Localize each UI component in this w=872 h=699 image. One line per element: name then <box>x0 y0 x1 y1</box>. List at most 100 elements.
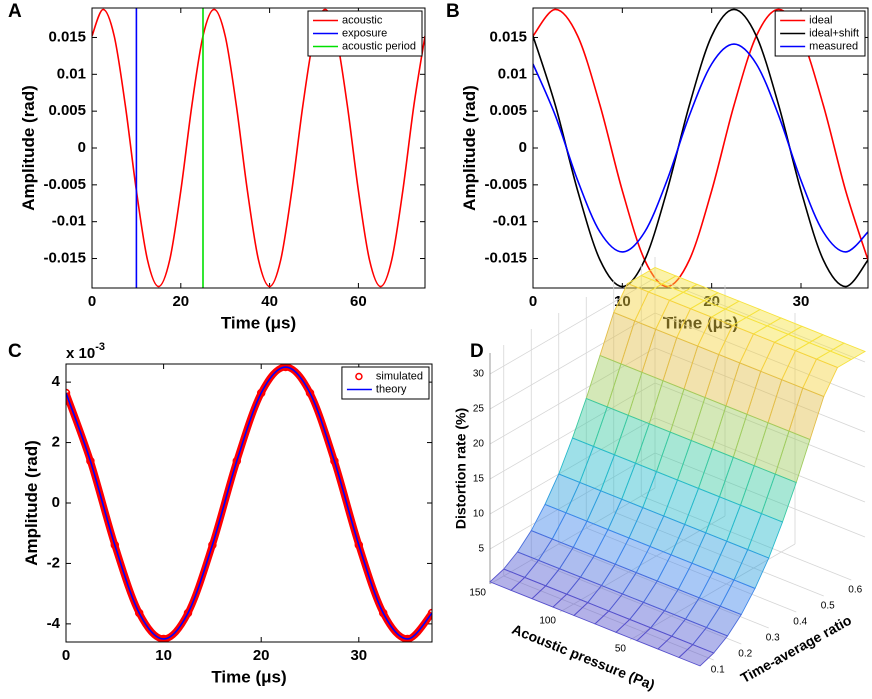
series-layer <box>533 8 868 288</box>
panel-3: 510152025300.10.20.30.40.50.650100150Dis… <box>453 257 867 693</box>
x-axis-label: Time (μs) <box>211 667 286 686</box>
y-tick-label: 0.01 <box>498 65 527 82</box>
z-grid-line <box>489 417 656 515</box>
z-grid-line <box>489 382 656 480</box>
x-tick-label: 10 <box>155 647 172 664</box>
z-grid-line <box>489 312 656 410</box>
legend-marker <box>355 372 363 381</box>
y-grid-line <box>559 515 726 613</box>
x-tick-label: 0 <box>88 293 96 310</box>
x-tick-label: 10 <box>614 293 631 310</box>
x-grid-line <box>586 527 797 613</box>
legend-label: acoustic <box>342 14 383 26</box>
panel-label: A <box>8 1 22 22</box>
multiplier-base: x 10 <box>66 345 95 362</box>
y-multiplier: x 10-3 <box>66 341 105 362</box>
y-tick-label: 0.01 <box>57 65 86 82</box>
z-tick-label: 20 <box>473 439 485 450</box>
z-grid-line <box>654 452 866 538</box>
y-tick-label: 0.005 <box>489 102 527 119</box>
y-axis-label: Amplitude (rad) <box>22 440 41 566</box>
x-tick-label: 0.3 <box>766 633 780 644</box>
z-grid-line <box>654 347 866 433</box>
x-grid-line <box>558 543 769 629</box>
series-line <box>66 366 432 640</box>
y-tick-label: 0.015 <box>489 28 527 45</box>
z-grid-line <box>489 452 656 550</box>
z-tick-label: 15 <box>473 474 485 485</box>
y-tick-label: 100 <box>539 616 556 627</box>
x-tick-label: 20 <box>172 293 189 310</box>
axes-frame <box>65 363 433 643</box>
z-grid-line <box>489 347 656 445</box>
x-tick-label: 30 <box>793 293 810 310</box>
y-axis-label: Amplitude (rad) <box>460 85 479 211</box>
panel-label: D <box>470 341 484 362</box>
y-tick-label: 0.015 <box>48 28 86 45</box>
y-tick-label: 0.005 <box>48 102 86 119</box>
plot-area <box>66 364 432 642</box>
y-tick-label: -0.01 <box>493 213 527 230</box>
marker <box>378 608 388 618</box>
x-tick-label: 0.2 <box>738 649 752 660</box>
legend-label: theory <box>376 383 407 395</box>
y-axis-label: Amplitude (rad) <box>19 85 38 211</box>
x-grid-line <box>531 559 742 645</box>
legend-label: measured <box>809 40 858 52</box>
panel-2: -4 -2 0 2 4 0 10 20 30 Time (μs) Amplitude (rad) x … <box>22 341 433 686</box>
y-tick-label: 150 <box>469 588 486 599</box>
marker <box>232 456 242 466</box>
series-line <box>92 8 425 288</box>
y-tick-label: 0 <box>52 494 60 511</box>
marker <box>427 608 432 618</box>
y-tick-label: -0.015 <box>484 249 527 266</box>
marker <box>134 608 144 618</box>
z-axis-label: Distortion rate (%) <box>453 408 469 529</box>
y-tick-label: -0.005 <box>484 176 527 193</box>
panel-0: -0.015 -0.01 -0.005 0 0.005 0.01 0.015 0 20 40 60 T… <box>19 7 426 332</box>
legend-label: acoustic period <box>342 40 416 52</box>
x-tick-label: 0.4 <box>793 617 807 628</box>
marker <box>208 540 217 550</box>
y-tick-label: -0.005 <box>43 176 86 193</box>
y-tick-label: -2 <box>47 554 60 571</box>
x-grid-line <box>503 575 714 661</box>
axes-frame <box>532 7 869 289</box>
x-tick-label: 20 <box>253 647 270 664</box>
marker <box>66 388 71 398</box>
z-tick-label: 30 <box>473 369 485 380</box>
y-tick-label: 0 <box>519 139 527 156</box>
x-grid-line <box>613 511 824 597</box>
y-tick-label: -0.015 <box>43 249 86 266</box>
marker <box>354 540 364 550</box>
z-grid-line <box>654 382 866 468</box>
legend-box <box>341 366 430 400</box>
x-grid-line <box>641 495 852 581</box>
marker <box>305 388 315 398</box>
x-tick-label: 0.6 <box>848 585 862 596</box>
z-tick-label: 5 <box>478 544 484 555</box>
legend-label: simulated <box>376 370 423 382</box>
x-tick-label: 40 <box>261 293 278 310</box>
series-layer <box>92 8 425 288</box>
x-tick-label: 0.5 <box>821 601 835 612</box>
x-axis-label: Time (μs) <box>221 313 296 332</box>
series-layer <box>66 364 432 642</box>
legend-label: exposure <box>342 27 387 39</box>
surface-patch <box>678 644 715 667</box>
y-tick-label: 50 <box>615 644 627 655</box>
panel-label: B <box>446 1 460 22</box>
y-tick-label: 0 <box>78 139 86 156</box>
marker <box>330 456 339 466</box>
series-line <box>533 43 868 253</box>
z-grid-line <box>489 277 656 375</box>
x-tick-label: 0 <box>529 293 537 310</box>
marker <box>183 608 193 618</box>
y-tick-label: -4 <box>47 615 61 632</box>
legend-label: ideal+shift <box>809 27 859 39</box>
y-tick-label: -0.01 <box>52 213 86 230</box>
